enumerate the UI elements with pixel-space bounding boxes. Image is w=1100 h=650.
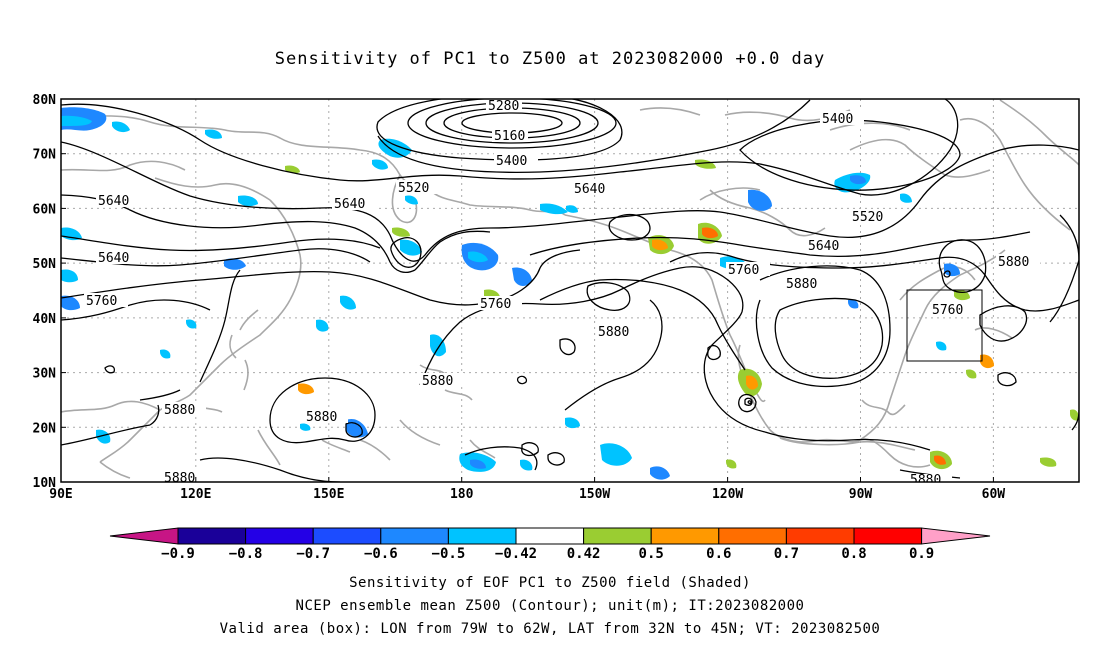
colorbar-segment xyxy=(718,527,787,545)
longitude-labels: 90E 120E 150E 180 150W 120W 90W 60W xyxy=(49,487,1005,502)
colorbar-label: −0.6 xyxy=(364,546,398,562)
colorbar-segment xyxy=(650,527,720,545)
colorbar-label: 0.7 xyxy=(774,546,799,562)
contour-label: 5400 xyxy=(822,112,853,127)
contour-label: 5760 xyxy=(728,263,759,278)
contour-label: 5520 xyxy=(398,181,429,196)
lon-label: 90W xyxy=(849,487,873,502)
lat-label: 80N xyxy=(33,93,57,108)
contour-label: 5520 xyxy=(852,210,883,225)
contour-label: 5760 xyxy=(86,294,117,309)
sensitivity-shading xyxy=(61,107,1079,480)
colorbar-label: −0.42 xyxy=(495,546,537,562)
contour-label: 5640 xyxy=(334,197,365,212)
contour-label: 5280 xyxy=(488,99,519,114)
colorbar-segment xyxy=(785,527,855,545)
validity-box xyxy=(906,289,983,362)
caption-contour: NCEP ensemble mean Z500 (Contour); unit(… xyxy=(295,598,805,614)
caption-valid-area: Valid area (box): LON from 79W to 62W, L… xyxy=(219,621,881,637)
tick-marks xyxy=(61,98,994,483)
map-title: Sensitivity of PC1 to Z500 at 2023082000… xyxy=(274,49,826,69)
lon-label: 180 xyxy=(450,487,474,502)
colorbar-high-arrow xyxy=(921,527,991,545)
colorbar-segment xyxy=(515,527,585,545)
z500-contours xyxy=(61,99,1079,482)
lat-label: 70N xyxy=(33,148,57,163)
colorbar-label: 0.42 xyxy=(567,546,601,562)
lon-label: 120W xyxy=(712,487,743,502)
contour-label: 5880 xyxy=(306,410,337,425)
lon-label: 150E xyxy=(313,487,344,502)
lat-label: 30N xyxy=(33,367,57,382)
lat-label: 20N xyxy=(33,421,57,436)
contour-label: 5640 xyxy=(808,239,839,254)
coastlines xyxy=(61,99,1079,479)
plot-frame xyxy=(60,98,1080,483)
colorbar-segment xyxy=(853,527,923,545)
lat-label: 40N xyxy=(33,312,57,327)
colorbar-label: 0.5 xyxy=(639,546,664,562)
lon-label: 120E xyxy=(180,487,211,502)
contour-label: 5880 xyxy=(910,473,941,488)
colorbar-segment xyxy=(380,527,449,545)
colorbar-label: −0.9 xyxy=(161,546,195,562)
lon-label: 90E xyxy=(49,487,72,502)
colorbar: −0.9 −0.8 −0.7 −0.6 −0.5 −0.42 0.42 0.5 0.6 0.7 0.… xyxy=(109,527,991,562)
colorbar-label: 0.6 xyxy=(706,546,731,562)
lat-label: 50N xyxy=(33,257,57,272)
colorbar-segment xyxy=(312,527,382,545)
colorbar-segment xyxy=(245,527,314,545)
caption-shading: Sensitivity of EOF PC1 to Z500 field (Sh… xyxy=(349,575,751,591)
contour-label: 5640 xyxy=(98,251,129,266)
contour-label: 5640 xyxy=(574,182,605,197)
lat-label: 10N xyxy=(33,476,57,491)
contour-label: 5640 xyxy=(98,194,129,209)
contour-label: 5880 xyxy=(998,255,1029,270)
colorbar-label: −0.7 xyxy=(296,546,330,562)
colorbar-segment xyxy=(583,527,652,545)
colorbar-label: 0.9 xyxy=(909,546,934,562)
latitude-labels: 80N 70N 60N 50N 40N 30N 20N 10N xyxy=(33,93,57,491)
lat-label: 60N xyxy=(33,202,57,217)
colorbar-label: −0.8 xyxy=(229,546,263,562)
colorbar-label: −0.5 xyxy=(432,546,466,562)
contour-label: 5880 xyxy=(786,277,817,292)
contour-label: 5880 xyxy=(164,471,195,486)
lon-label: 60W xyxy=(982,487,1006,502)
map-figure: 5280 5160 5400 5400 5520 5520 5640 5640 … xyxy=(33,93,1080,562)
contour-labels: 5280 5160 5400 5400 5520 5520 5640 5640 … xyxy=(84,99,1040,488)
contour-label: 5880 xyxy=(598,325,629,340)
contour-label: 5760 xyxy=(480,297,511,312)
contour-label: 5160 xyxy=(494,129,525,144)
contour-label: 5760 xyxy=(932,303,963,318)
colorbar-label: 0.8 xyxy=(841,546,866,562)
contour-label: 5880 xyxy=(422,374,453,389)
colorbar-segment xyxy=(177,527,247,545)
colorbar-segment xyxy=(447,527,517,545)
contour-label: 5400 xyxy=(496,154,527,169)
colorbar-low-arrow xyxy=(109,527,179,545)
contour-label: 5880 xyxy=(164,403,195,418)
lon-label: 150W xyxy=(579,487,610,502)
